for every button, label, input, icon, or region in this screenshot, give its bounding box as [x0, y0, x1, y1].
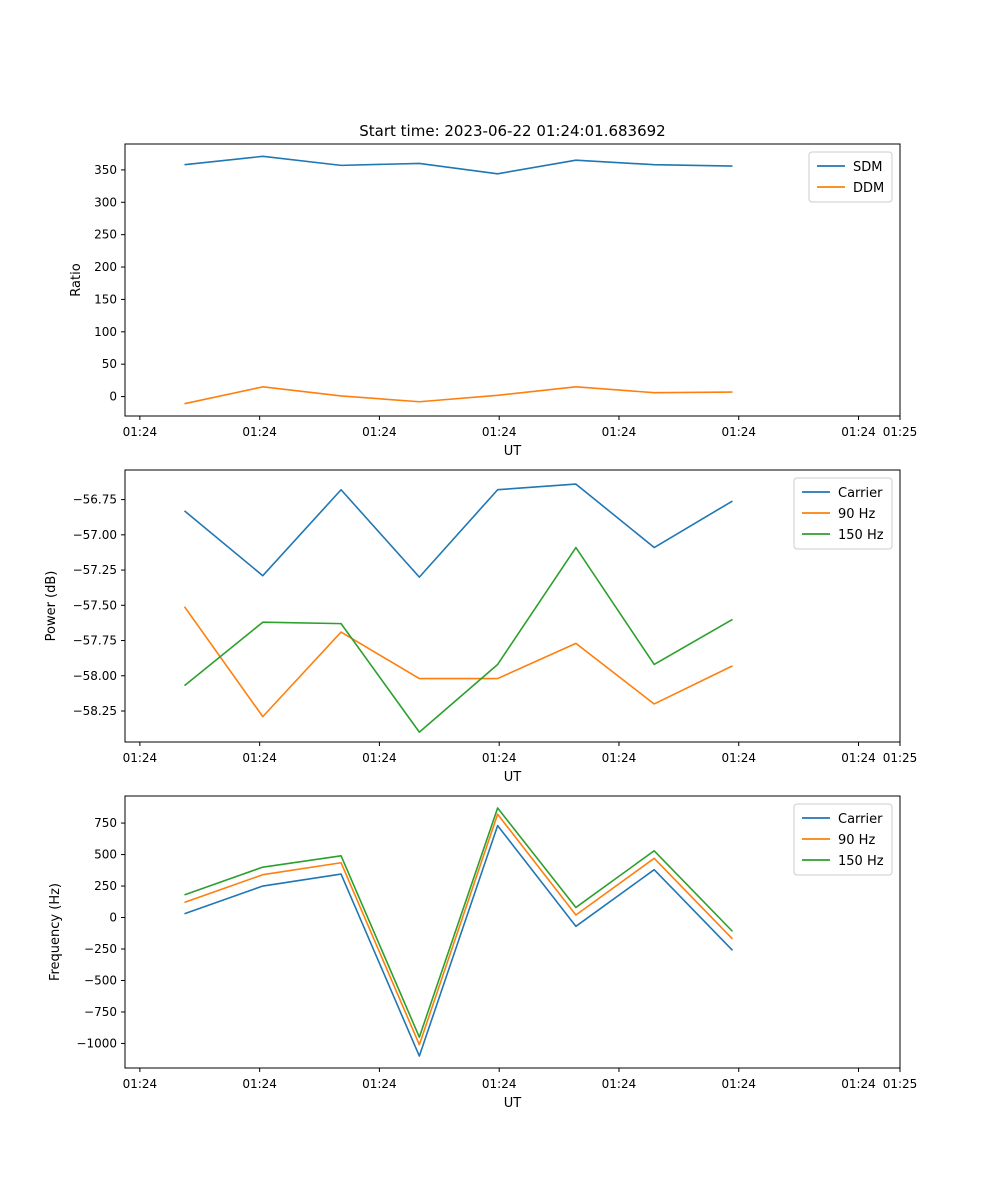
x-tick-label-1-1: 01:24: [123, 425, 158, 439]
x-tick-label-1-6: 01:24: [721, 425, 756, 439]
x-tick-label-2-7: 01:24: [841, 751, 876, 765]
legend-label-2-1: Carrier: [838, 486, 883, 501]
x-tick-label-1-3: 01:24: [362, 425, 397, 439]
axes-frame-3: [124, 795, 901, 1069]
x-tick-label-2-8: 01:25: [883, 751, 918, 765]
legend-label-3-3: 150 Hz: [838, 854, 884, 869]
x-tick-label-3-1: 01:24: [123, 1077, 158, 1091]
y-tick-label-1-6: 250: [94, 228, 117, 242]
x-tick-label-3-3: 01:24: [362, 1077, 397, 1091]
y-tick-label-2-5: −57.25: [73, 563, 117, 577]
series-line-2-3: [183, 546, 733, 733]
y-tick-label-3-6: 250: [94, 879, 117, 893]
axes-frame-2: [124, 469, 901, 743]
y-tick-label-2-3: −57.75: [73, 634, 117, 648]
x-tick-label-1-2: 01:24: [242, 425, 277, 439]
y-tick-label-1-2: 50: [102, 357, 117, 371]
series-line-2-2: [183, 606, 733, 718]
panel-1: 01:24 01:24 01:24 01:24 01:24 01:24 01:24 01:25…: [69, 143, 918, 459]
x-tick-label-2-5: 01:24: [602, 751, 637, 765]
y-tick-label-3-4: −250: [84, 942, 117, 956]
y-tick-label-2-7: −56.75: [73, 493, 117, 507]
x-tick-label-2-3: 01:24: [362, 751, 397, 765]
x-tick-label-2-1: 01:24: [123, 751, 158, 765]
x-tick-label-2-6: 01:24: [721, 751, 756, 765]
legend-label-2-3: 150 Hz: [838, 528, 884, 543]
legend-label-2-2: 90 Hz: [838, 507, 875, 522]
x-tick-label-1-4: 01:24: [482, 425, 517, 439]
y-tick-label-1-3: 100: [94, 325, 117, 339]
panels: 01:24 01:24 01:24 01:24 01:24 01:24 01:24 01:25…: [44, 143, 918, 1111]
x-tick-label-2-4: 01:24: [482, 751, 517, 765]
series-line-2-1: [183, 483, 733, 578]
legend-label-1-2: DDM: [853, 181, 884, 196]
series-line-1-2: [184, 386, 733, 405]
y-tick-label-3-2: −750: [84, 1005, 117, 1019]
y-tick-label-3-5: 0: [109, 911, 117, 925]
y-tick-label-2-4: −57.50: [73, 598, 117, 612]
y-tick-label-1-7: 300: [94, 195, 117, 209]
y-axis-label-3: Frequency (Hz): [48, 883, 63, 981]
legend-box-2: [793, 477, 893, 550]
series-line-3-3: [184, 807, 734, 1038]
x-axis-label-2: UT: [504, 770, 522, 785]
y-axis-label-1: Ratio: [69, 263, 84, 296]
series-line-1-1: [184, 155, 733, 175]
y-tick-label-3-1: −1000: [76, 1036, 117, 1050]
y-tick-label-1-1: 0: [109, 390, 117, 404]
y-tick-label-3-3: −500: [84, 973, 117, 987]
legend-box-3: [793, 803, 893, 876]
x-tick-label-3-2: 01:24: [242, 1077, 277, 1091]
panel-3: 01:24 01:24 01:24 01:24 01:24 01:24 01:24 01:25…: [48, 795, 918, 1111]
x-tick-label-1-8: 01:25: [883, 425, 918, 439]
y-axis-label-2: Power (dB): [44, 571, 59, 642]
y-tick-label-2-1: −58.25: [73, 704, 117, 718]
x-tick-label-1-7: 01:24: [841, 425, 876, 439]
x-tick-label-3-7: 01:24: [841, 1077, 876, 1091]
y-tick-label-1-5: 200: [94, 260, 117, 274]
x-tick-label-3-5: 01:24: [602, 1077, 637, 1091]
panel-2: 01:24 01:24 01:24 01:24 01:24 01:24 01:24 01:25…: [44, 469, 918, 785]
x-tick-label-2-2: 01:24: [242, 751, 277, 765]
x-axis-label-3: UT: [504, 1096, 522, 1111]
x-axis-label-1: UT: [504, 444, 522, 459]
series-line-3-1: [184, 824, 734, 1057]
y-tick-label-1-8: 350: [94, 163, 117, 177]
y-tick-label-3-8: 750: [94, 816, 117, 830]
axes-frame-1: [124, 143, 901, 417]
series-line-3-2: [184, 813, 734, 1046]
legend-label-3-2: 90 Hz: [838, 833, 875, 848]
legend-label-1-1: SDM: [853, 160, 882, 175]
y-tick-label-1-4: 150: [94, 292, 117, 306]
x-tick-label-1-5: 01:24: [602, 425, 637, 439]
y-tick-label-3-7: 500: [94, 848, 117, 862]
legend-box-1: [808, 151, 893, 203]
x-tick-label-3-6: 01:24: [721, 1077, 756, 1091]
chart-title: Start time: 2023-06-22 01:24:01.683692: [359, 122, 665, 140]
x-tick-label-3-8: 01:25: [883, 1077, 918, 1091]
x-tick-label-3-4: 01:24: [482, 1077, 517, 1091]
y-tick-label-2-2: −58.00: [73, 669, 117, 683]
y-tick-label-2-6: −57.00: [73, 528, 117, 542]
legend-label-3-1: Carrier: [838, 812, 883, 827]
